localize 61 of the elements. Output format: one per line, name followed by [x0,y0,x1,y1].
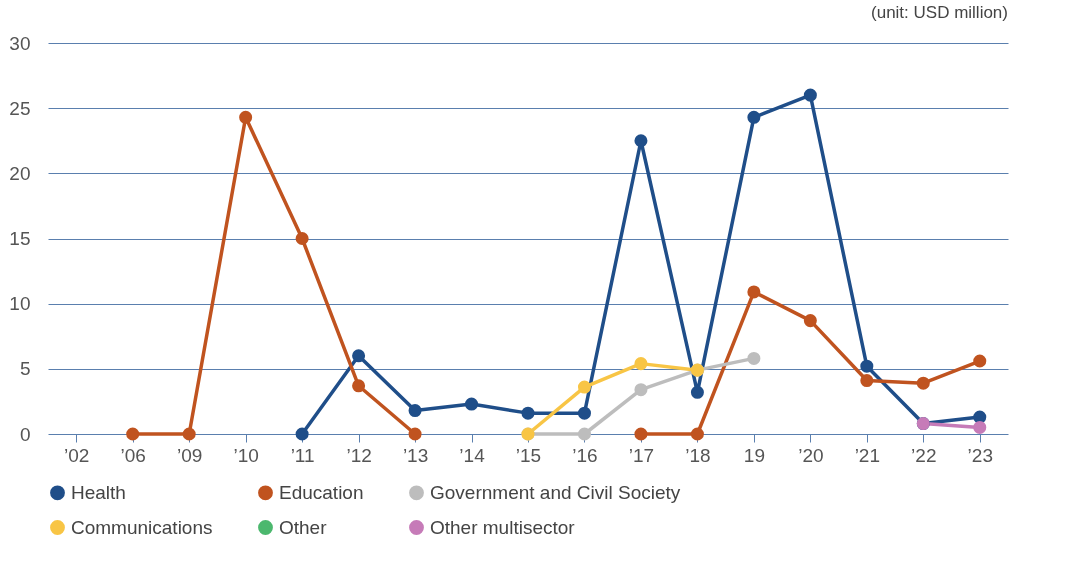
point [690,427,704,441]
point [803,88,817,102]
point [747,351,761,365]
x-tick-label: ’14 [459,444,486,466]
point [634,427,648,441]
point [860,359,874,373]
point [126,427,140,441]
x-tick-label: ’02 [64,444,90,466]
x-tick-label: ’09 [177,444,203,466]
x-tick-label: ’18 [685,444,711,466]
x-tick-label: ’16 [572,444,598,466]
y-tick-label: 5 [19,358,31,380]
x-tick-label: 19 [743,444,765,466]
point [634,134,648,148]
point [521,406,535,420]
point [408,427,422,441]
point [916,376,930,390]
point [860,374,874,388]
point [747,110,761,124]
x-tick-label: ’12 [346,444,372,466]
point [182,427,196,441]
point [577,427,591,441]
x-tick-label: ’17 [628,444,655,466]
legend-label: Other [279,516,328,538]
x-tick-label: ’13 [402,444,429,466]
point [408,404,422,418]
legend-label: Health [71,481,126,503]
point [352,349,366,363]
x-tick-label: ’15 [515,444,542,466]
point [577,406,591,420]
text: (unit: USD million) [871,3,1008,22]
x-tick-label: ’22 [911,444,937,466]
point [803,314,817,328]
x-tick-label: ’20 [798,444,824,466]
point [239,110,253,124]
y-tick-label: 25 [9,97,31,119]
point [634,357,648,371]
point [352,379,366,393]
point [690,385,704,399]
legend-label: Other multisector [430,516,576,538]
x-tick-label: ’21 [854,444,880,466]
x-tick-label: ’23 [967,444,993,466]
x-tick-label: ’06 [120,444,146,466]
point [295,427,309,441]
point [973,354,987,368]
x-tick-label: ’10 [233,444,259,466]
legend-label: Government and Civil Society [430,481,681,503]
y-tick-label: 15 [9,228,31,249]
legend-label: Communications [71,516,213,538]
point [973,420,987,434]
point [465,397,479,411]
y-tick-label: 30 [9,32,31,54]
point [577,380,591,394]
point [295,231,309,246]
point [747,285,761,299]
y-tick-label: 20 [9,162,31,184]
y-tick-label: 0 [19,423,31,445]
point [634,383,648,397]
legend-label: Education [279,481,364,503]
x-tick-label: ’11 [290,444,315,466]
y-tick-label: 10 [9,293,31,315]
